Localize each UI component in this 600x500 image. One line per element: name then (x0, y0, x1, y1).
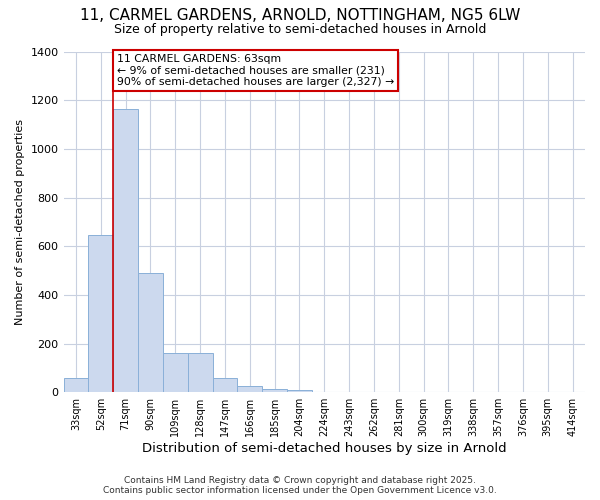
Y-axis label: Number of semi-detached properties: Number of semi-detached properties (15, 119, 25, 325)
X-axis label: Distribution of semi-detached houses by size in Arnold: Distribution of semi-detached houses by … (142, 442, 506, 455)
Text: Contains HM Land Registry data © Crown copyright and database right 2025.
Contai: Contains HM Land Registry data © Crown c… (103, 476, 497, 495)
Bar (188, 354, 212, 392)
Bar (88, 235, 113, 392)
Bar (64, 378, 88, 392)
Text: 11, CARMEL GARDENS, ARNOLD, NOTTINGHAM, NG5 6LW: 11, CARMEL GARDENS, ARNOLD, NOTTINGHAM, … (80, 8, 520, 22)
Text: Size of property relative to semi-detached houses in Arnold: Size of property relative to semi-detach… (114, 22, 486, 36)
Bar (113, 108, 138, 392)
Text: 11 CARMEL GARDENS: 63sqm
← 9% of semi-detached houses are smaller (231)
90% of s: 11 CARMEL GARDENS: 63sqm ← 9% of semi-de… (117, 54, 394, 87)
Bar (238, 386, 262, 392)
Bar (262, 388, 287, 392)
Bar (138, 273, 163, 392)
Bar (163, 354, 188, 392)
Bar (212, 378, 238, 392)
Bar (287, 390, 312, 392)
